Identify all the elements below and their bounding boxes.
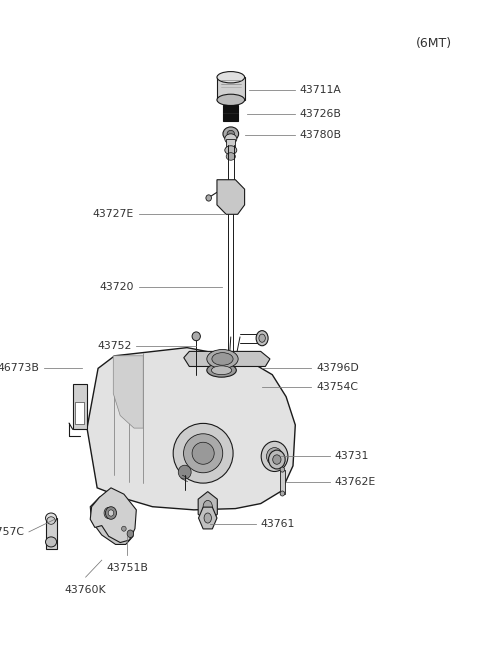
Ellipse shape bbox=[206, 195, 211, 201]
Ellipse shape bbox=[192, 332, 200, 341]
Ellipse shape bbox=[207, 350, 238, 368]
Text: (6MT): (6MT) bbox=[416, 37, 452, 50]
Bar bbox=[73, 384, 86, 430]
Ellipse shape bbox=[121, 526, 126, 531]
Ellipse shape bbox=[266, 447, 283, 465]
Bar bbox=[223, 105, 238, 121]
Text: 43754C: 43754C bbox=[316, 383, 358, 392]
Text: 43760K: 43760K bbox=[65, 585, 107, 595]
Polygon shape bbox=[90, 493, 134, 544]
Text: 43751B: 43751B bbox=[106, 563, 148, 572]
Ellipse shape bbox=[108, 510, 114, 516]
Bar bbox=[280, 470, 285, 493]
Text: 43761: 43761 bbox=[261, 519, 295, 529]
Ellipse shape bbox=[269, 450, 285, 469]
Bar bbox=[226, 139, 235, 150]
Ellipse shape bbox=[217, 94, 245, 105]
Text: 43752: 43752 bbox=[97, 341, 132, 351]
Ellipse shape bbox=[106, 507, 117, 519]
Ellipse shape bbox=[211, 366, 232, 375]
Polygon shape bbox=[113, 356, 143, 428]
Text: 43762E: 43762E bbox=[335, 477, 376, 487]
Ellipse shape bbox=[273, 455, 281, 464]
Polygon shape bbox=[217, 179, 245, 214]
Ellipse shape bbox=[225, 146, 237, 155]
Ellipse shape bbox=[259, 334, 265, 343]
Text: 46773B: 46773B bbox=[0, 364, 39, 373]
Text: 43727E: 43727E bbox=[93, 210, 134, 219]
Ellipse shape bbox=[212, 352, 233, 365]
Ellipse shape bbox=[261, 441, 288, 472]
Ellipse shape bbox=[280, 467, 285, 472]
Ellipse shape bbox=[256, 331, 268, 346]
Bar bbox=[217, 77, 245, 100]
Bar bbox=[46, 518, 57, 550]
Text: 43731: 43731 bbox=[335, 451, 369, 461]
Bar bbox=[75, 402, 84, 424]
Text: 43780B: 43780B bbox=[300, 130, 342, 140]
Text: 43720: 43720 bbox=[99, 282, 134, 291]
Ellipse shape bbox=[183, 434, 223, 473]
Ellipse shape bbox=[46, 513, 57, 523]
Ellipse shape bbox=[227, 130, 234, 138]
Ellipse shape bbox=[225, 134, 237, 144]
Ellipse shape bbox=[192, 442, 214, 464]
Ellipse shape bbox=[217, 71, 245, 83]
Ellipse shape bbox=[226, 153, 235, 160]
Ellipse shape bbox=[280, 491, 285, 496]
Polygon shape bbox=[90, 488, 136, 542]
Ellipse shape bbox=[204, 513, 211, 523]
Ellipse shape bbox=[203, 500, 212, 513]
Ellipse shape bbox=[46, 537, 57, 547]
Ellipse shape bbox=[47, 517, 55, 524]
Polygon shape bbox=[87, 348, 295, 510]
Ellipse shape bbox=[207, 364, 236, 377]
Ellipse shape bbox=[178, 465, 191, 479]
Text: 43757C: 43757C bbox=[0, 527, 24, 537]
Text: 43711A: 43711A bbox=[300, 84, 342, 95]
Ellipse shape bbox=[223, 127, 239, 141]
Text: 43796D: 43796D bbox=[316, 363, 359, 373]
Ellipse shape bbox=[104, 508, 113, 519]
Polygon shape bbox=[184, 351, 270, 367]
Text: 43726B: 43726B bbox=[300, 109, 342, 119]
Ellipse shape bbox=[127, 530, 133, 538]
Ellipse shape bbox=[173, 423, 233, 483]
